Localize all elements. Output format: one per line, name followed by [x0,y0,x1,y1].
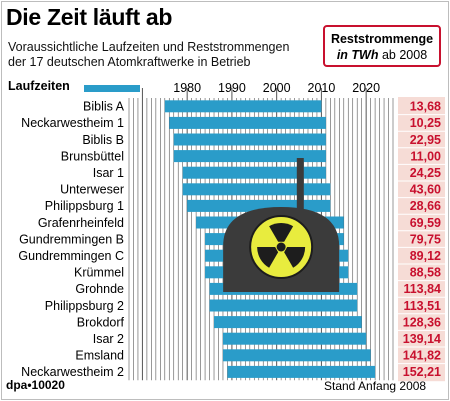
chart-title: Die Zeit läuft ab [6,4,173,30]
value-label: 152,21 [403,365,441,379]
value-column [398,97,445,382]
category-label: Brokdorf [77,315,125,329]
chart-subtitle: Voraussichtliche Laufzeiten und Reststro… [8,40,289,70]
value-label: 88,58 [410,266,441,280]
value-label: 69,59 [410,216,441,230]
source-credit: dpa•10020 [6,378,65,392]
category-label: Isar 2 [93,332,124,346]
value-label: 24,25 [410,166,441,180]
value-label: 11,00 [410,149,441,163]
radiation-blade [284,247,306,268]
category-label: Krümmel [74,266,124,280]
category-label: Grafenrheinfeld [38,216,124,230]
lifetime-bar [169,116,326,129]
lifetime-bar [173,133,326,146]
x-tick-label: 1990 [218,81,246,95]
value-label: 89,12 [410,249,441,263]
value-label: 79,75 [410,232,441,246]
category-label: Unterweser [60,183,124,197]
category-label: Philippsburg 2 [45,299,124,313]
lifetime-bar [182,183,331,196]
status-date: Stand Anfang 2008 [324,379,427,393]
category-label: Isar 1 [93,166,124,180]
category-label: Gundremmingen C [18,249,124,263]
value-label: 113,84 [403,282,441,296]
x-tick-label: 2020 [352,81,380,95]
value-label: 28,66 [410,199,441,213]
lifetime-bar [182,166,326,179]
lifetime-bar [222,349,371,362]
value-label: 141,82 [403,349,441,363]
category-label: Philippsburg 1 [45,199,124,213]
value-label: 128,36 [403,315,441,329]
category-label: Grohnde [75,282,124,296]
value-label: 139,14 [403,332,441,346]
reststrom-since: ab 2008 [378,48,428,62]
legend-swatch [84,85,140,92]
category-label: Gundremmingen B [19,232,124,246]
radiation-blade [257,247,279,268]
lifetime-bar [164,100,322,113]
subtitle-line-1: Voraussichtliche Laufzeiten und Reststro… [8,40,290,54]
lifetime-bar [209,299,358,312]
category-label: Biblis B [82,133,124,147]
value-label: 113,51 [403,299,441,313]
category-label: Neckarwestheim 2 [21,365,124,379]
legend-label: Laufzeiten [8,79,70,93]
radiation-blade [269,223,294,242]
category-label: Biblis A [83,100,125,114]
reststrom-header-box: Reststrommenge in TWh ab 2008 [323,25,441,67]
subtitle-line-2: der 17 deutschen Atomkraftwerke in Betri… [8,55,251,69]
reststrom-subtitle: in TWh ab 2008 [325,47,439,63]
value-label: 22,95 [410,133,441,147]
reststrom-unit: in TWh [336,48,379,62]
value-label: 13,68 [410,100,441,114]
radiation-center [276,242,286,252]
reststrom-title: Reststrommenge [330,32,434,46]
x-tick-label: 1980 [173,81,201,95]
x-tick-label: 2000 [263,81,291,95]
lifetime-bar [227,365,376,378]
category-label: Brunsbüttel [61,149,124,163]
x-tick-label: 2010 [308,81,336,95]
category-label: Emsland [75,349,124,363]
lifetime-bar [173,150,326,163]
lifetime-bar [214,316,362,329]
value-label: 10,25 [410,116,441,130]
category-label: Neckarwestheim 1 [21,116,124,130]
value-label: 43,60 [410,183,441,197]
lifetime-bar [222,332,367,345]
chimney [296,158,304,218]
